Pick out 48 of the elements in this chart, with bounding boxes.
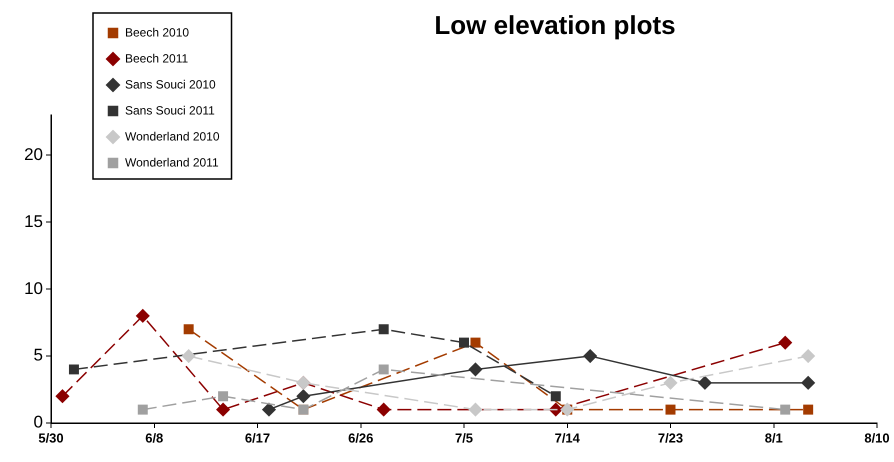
y-tick-label: 10 [24, 278, 43, 298]
point [666, 404, 676, 415]
point [801, 349, 815, 363]
point [184, 324, 194, 334]
point [698, 376, 712, 390]
point [780, 404, 790, 415]
x-tick-label: 7/14 [554, 430, 581, 446]
y-tick-label: 20 [24, 144, 43, 164]
point [459, 338, 469, 348]
point [378, 364, 389, 374]
legend-label: Sans Souci 2010 [125, 77, 216, 92]
point [182, 349, 196, 363]
legend-label: Beech 2011 [125, 51, 188, 66]
y-tick-label: 0 [34, 412, 43, 432]
point [218, 391, 228, 402]
legend-label: Wonderland 2011 [125, 155, 219, 170]
point [468, 362, 482, 376]
x-tick-label: 8/10 [864, 430, 890, 446]
x-tick-label: 5/30 [38, 430, 64, 446]
x-tick-label: 6/26 [348, 430, 374, 446]
point [138, 404, 148, 415]
point [296, 389, 310, 403]
point [664, 376, 678, 390]
point [803, 404, 814, 415]
x-tick-label: 6/17 [244, 430, 270, 446]
chart-title: Low elevation plots [433, 10, 677, 41]
legend-label: Wonderland 2010 [125, 129, 220, 144]
point [378, 324, 389, 334]
point [216, 402, 230, 416]
point [262, 402, 276, 416]
point [470, 338, 480, 348]
x-tick-label: 6/8 [145, 430, 164, 446]
y-tick-label: 5 [34, 346, 43, 365]
point [583, 349, 597, 363]
point [778, 336, 792, 350]
point [136, 309, 150, 323]
point [801, 376, 815, 390]
point [468, 402, 482, 416]
x-tick-label: 8/1 [764, 430, 783, 446]
point [68, 364, 79, 374]
legend-label: Sans Souci 2011 [125, 103, 216, 118]
y-tick-label: 15 [24, 212, 43, 231]
point [550, 391, 561, 402]
x-tick-label: 7/23 [658, 430, 684, 446]
point [376, 402, 390, 416]
point [56, 389, 70, 403]
legend-label: Beech 2010 [125, 25, 190, 40]
x-tick-label: 7/5 [454, 430, 474, 446]
